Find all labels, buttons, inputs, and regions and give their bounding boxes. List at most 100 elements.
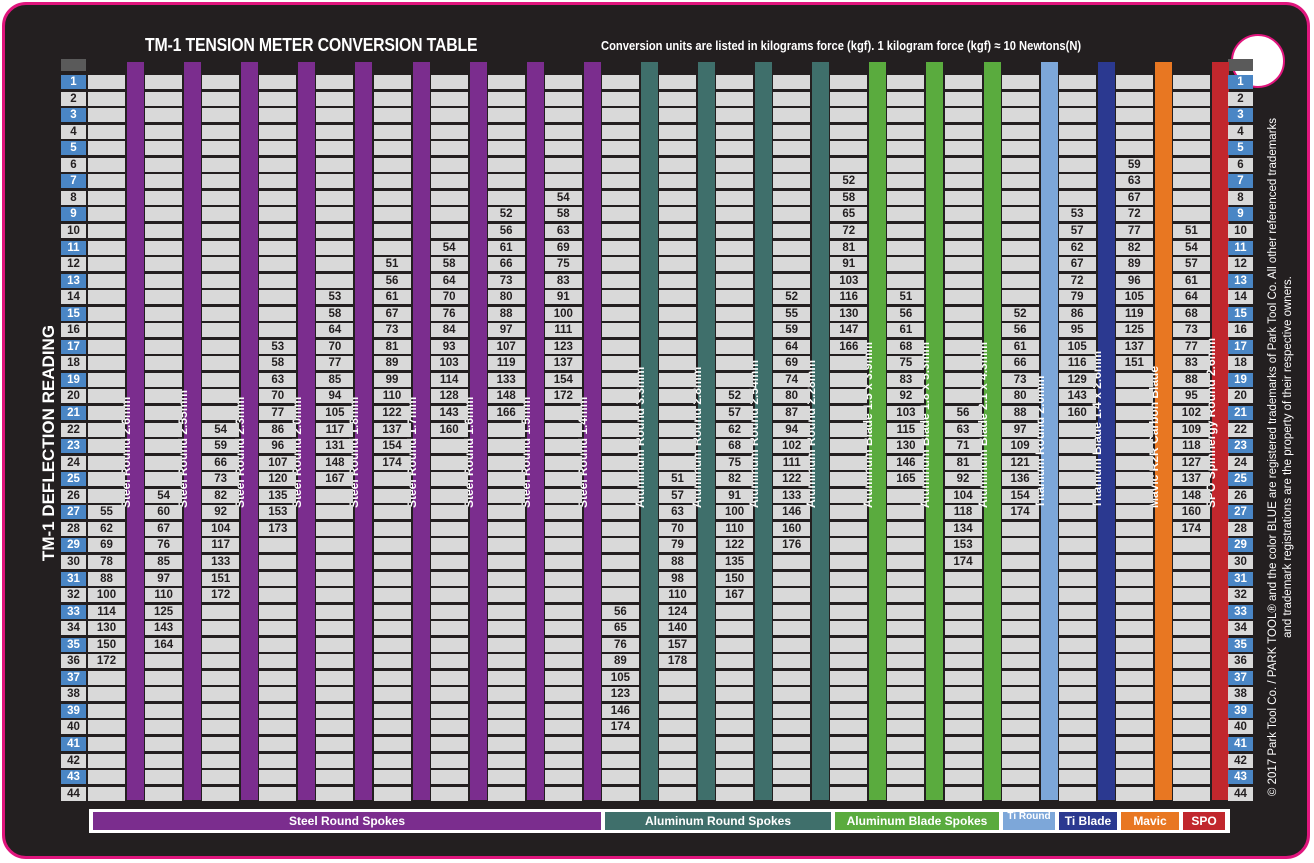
table-cell — [601, 488, 639, 503]
table-cell — [544, 604, 582, 619]
table-cell — [202, 654, 240, 669]
table-cell: 109 — [1001, 439, 1039, 454]
deflection-row-number: 42 — [1228, 753, 1253, 768]
table-cell — [887, 770, 925, 785]
table-cell — [373, 554, 411, 569]
table-cell — [773, 571, 811, 586]
legend-item: Steel Round Spokes — [93, 812, 601, 830]
table-cell: 137 — [373, 422, 411, 437]
deflection-row-number: 5 — [61, 141, 86, 156]
table-cell — [659, 190, 696, 205]
deflection-row-number: 36 — [61, 654, 86, 669]
table-cell — [944, 75, 982, 89]
table-cell — [716, 786, 754, 801]
column-band: Steel Round 1.7mm — [405, 62, 430, 800]
table-cell — [887, 687, 925, 702]
table-cell — [1001, 770, 1039, 785]
table-cell: 57 — [716, 406, 754, 420]
table-cell — [887, 488, 925, 503]
table-cell — [887, 223, 925, 238]
table-cell: 59 — [1115, 157, 1153, 172]
table-cell — [487, 703, 525, 718]
table-cell — [1115, 538, 1153, 553]
deflection-row-number: 16 — [1228, 323, 1253, 338]
table-cell — [487, 720, 525, 735]
table-cell — [1001, 538, 1039, 553]
table-cell: 178 — [659, 654, 696, 669]
table-cell — [773, 223, 811, 238]
table-cell — [487, 488, 525, 503]
table-cell — [316, 505, 354, 520]
table-cell — [601, 554, 639, 569]
table-cell — [544, 786, 582, 801]
table-cell: 61 — [887, 323, 925, 338]
deflection-row-number: 3 — [1228, 108, 1253, 123]
table-cell — [659, 257, 696, 272]
table-cell: 78 — [88, 554, 125, 569]
deflection-row-number: 41 — [61, 737, 86, 751]
table-cell: 55 — [88, 505, 125, 520]
table-cell — [1058, 737, 1096, 751]
table-cell — [773, 604, 811, 619]
table-cell — [259, 588, 297, 603]
deflection-row-number: 33 — [1228, 604, 1253, 619]
table-cell: 97 — [1001, 422, 1039, 437]
table-cell: 167 — [316, 472, 354, 487]
table-cell — [1058, 654, 1096, 669]
deflection-row-number: 32 — [61, 588, 86, 603]
table-cell: 76 — [430, 306, 468, 321]
table-cell — [145, 439, 183, 454]
table-cell: 52 — [773, 290, 811, 305]
table-cell — [659, 141, 696, 156]
table-cell — [145, 455, 183, 470]
table-cell — [88, 339, 125, 354]
table-cell — [1172, 75, 1210, 89]
deflection-row-number: 14 — [61, 290, 86, 305]
table-cell — [145, 406, 183, 420]
table-cell: 54 — [544, 190, 582, 205]
table-cell — [944, 124, 982, 139]
table-cell — [316, 720, 354, 735]
table-cell — [601, 91, 639, 106]
table-cell: 56 — [944, 406, 982, 420]
table-cell: 52 — [830, 174, 868, 189]
table-cell — [773, 207, 811, 222]
table-cell — [373, 108, 411, 123]
table-cell: 153 — [259, 505, 297, 520]
table-cell — [944, 240, 982, 255]
table-cell: 148 — [1172, 488, 1210, 503]
table-cell: 61 — [1001, 339, 1039, 354]
table-cell — [145, 687, 183, 702]
table-cell — [373, 472, 411, 487]
table-cell — [1172, 654, 1210, 669]
table-cell — [316, 654, 354, 669]
table-cell — [430, 108, 468, 123]
table-cell — [1058, 488, 1096, 503]
table-cell — [944, 720, 982, 735]
table-cell — [944, 670, 982, 685]
table-cell — [430, 472, 468, 487]
table-cell: 82 — [202, 488, 240, 503]
table-cell — [259, 571, 297, 586]
table-cell — [1001, 240, 1039, 255]
table-cell — [145, 786, 183, 801]
table-cell — [544, 737, 582, 751]
deflection-row-number: 27 — [61, 505, 86, 520]
table-cell: 58 — [544, 207, 582, 222]
deflection-row-number: 7 — [1228, 174, 1253, 189]
table-cell — [773, 124, 811, 139]
table-cell — [373, 604, 411, 619]
table-cell — [773, 257, 811, 272]
table-cell: 157 — [659, 637, 696, 652]
table-cell: 85 — [316, 372, 354, 387]
table-cell — [887, 588, 925, 603]
table-cell — [430, 124, 468, 139]
table-cell — [830, 753, 868, 768]
table-cell — [659, 157, 696, 172]
table-cell — [202, 240, 240, 255]
table-cell — [202, 604, 240, 619]
table-cell: 104 — [202, 521, 240, 536]
table-cell: 114 — [88, 604, 125, 619]
table-cell — [830, 670, 868, 685]
table-cell — [373, 538, 411, 553]
